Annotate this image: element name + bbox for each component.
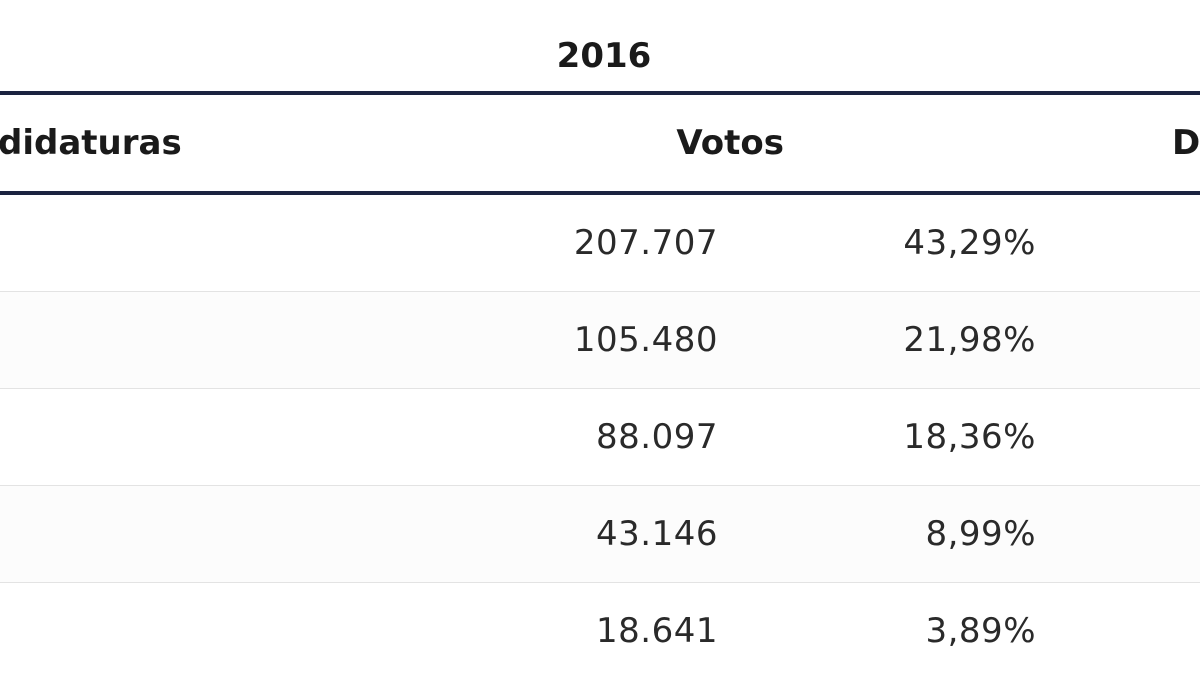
column-header-diputados: D [1172,123,1200,163]
table-row: 43.146 8,99% [0,486,1200,583]
header-top-rule [0,91,1200,95]
table-year-heading: 2016 [556,36,652,76]
percentage-cell: 18,36% [903,417,1036,457]
percentage-cell: 3,89% [925,611,1036,651]
header-bottom-rule [0,191,1200,195]
table-row: 88.097 18,36% [0,389,1200,486]
votes-cell: 207.707 [573,223,718,263]
table-row: 207.707 43,29% [0,195,1200,292]
votes-cell: 105.480 [573,320,718,360]
table-body: 207.707 43,29% 105.480 21,98% 88.097 18,… [0,195,1200,679]
percentage-cell: 21,98% [903,320,1036,360]
table-row: 18.641 3,89% [0,583,1200,679]
percentage-cell: 8,99% [925,514,1036,554]
votes-cell: 43.146 [596,514,718,554]
column-header-votos: Votos [676,123,784,163]
table-header: didaturas Votos D [0,95,1200,191]
votes-cell: 88.097 [596,417,718,457]
table-row: 105.480 21,98% [0,292,1200,389]
votes-cell: 18.641 [596,611,718,651]
percentage-cell: 43,29% [903,223,1036,263]
column-header-candidaturas: didaturas [0,123,182,163]
